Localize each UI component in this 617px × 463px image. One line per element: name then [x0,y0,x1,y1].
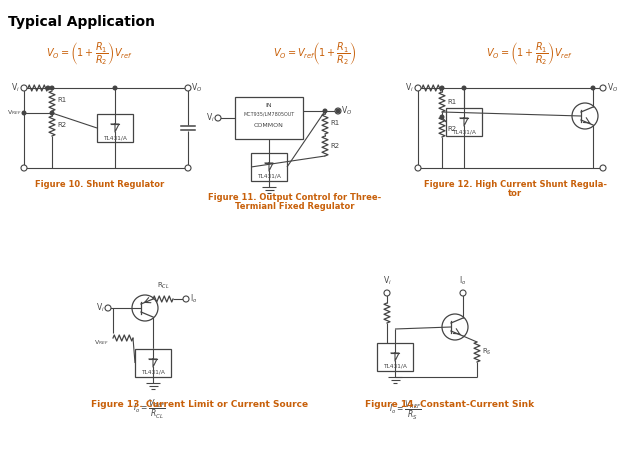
Circle shape [335,108,341,114]
Text: Figure 11. Output Control for Three-: Figure 11. Output Control for Three- [209,193,382,202]
Bar [446,108,482,136]
Text: V$_i$: V$_i$ [206,112,215,124]
Circle shape [185,165,191,171]
Text: R1: R1 [447,99,456,105]
Bar [135,349,171,377]
Text: V$_{REF}$: V$_{REF}$ [94,338,109,347]
Text: TL431/A: TL431/A [141,370,165,375]
Text: tor: tor [508,189,522,198]
Bar [377,343,413,371]
Text: V$_i$: V$_i$ [96,302,105,314]
Circle shape [21,85,27,91]
Text: V$_{REF}$: V$_{REF}$ [7,108,22,118]
Circle shape [415,85,421,91]
Circle shape [50,111,54,115]
Circle shape [336,109,340,113]
Text: Termianl Fixed Regulator: Termianl Fixed Regulator [235,202,355,211]
Text: MCT935/LM7805OUT: MCT935/LM7805OUT [243,111,295,116]
Circle shape [185,85,191,91]
Text: V$_O$: V$_O$ [607,82,617,94]
Text: V$_O$: V$_O$ [191,82,202,94]
Text: COMMON: COMMON [254,123,284,128]
Bar [251,153,287,181]
Circle shape [22,111,26,115]
Circle shape [440,115,444,119]
Text: Typical Application: Typical Application [8,15,155,29]
Text: $V_O = \left(1+\dfrac{R_1}{R_2}\right)V_{ref}$: $V_O = \left(1+\dfrac{R_1}{R_2}\right)V_… [46,40,133,67]
Text: R2: R2 [57,122,66,128]
Circle shape [183,296,189,302]
Text: I$_o$: I$_o$ [459,275,466,287]
Text: V$_O$: V$_O$ [341,105,352,117]
Text: TL431/A: TL431/A [452,129,476,134]
Text: V$_i$: V$_i$ [383,275,391,287]
Circle shape [415,165,421,171]
Text: R2: R2 [447,126,456,132]
Text: TL431/A: TL431/A [383,364,407,369]
Text: TL431/A: TL431/A [257,174,281,179]
Text: $I_o = \dfrac{V_{REF}}{R_{CL}}$: $I_o = \dfrac{V_{REF}}{R_{CL}}$ [133,398,165,421]
Text: TL431/A: TL431/A [103,135,127,140]
Text: IN: IN [266,103,272,108]
Text: R2: R2 [330,143,339,149]
Circle shape [384,290,390,296]
Text: Figure 13. Current Limit or Current Source: Figure 13. Current Limit or Current Sour… [91,400,308,409]
Bar [235,97,303,139]
Text: R1: R1 [57,97,66,103]
Circle shape [105,305,111,311]
Circle shape [21,165,27,171]
Text: Figure 14. Constant-Current Sink: Figure 14. Constant-Current Sink [365,400,534,409]
Circle shape [215,115,221,121]
Circle shape [572,103,598,129]
Circle shape [442,314,468,340]
Text: V$_i$: V$_i$ [11,82,20,94]
Circle shape [50,86,54,90]
Text: $I_o = \dfrac{V_{REF}}{R_S}$: $I_o = \dfrac{V_{REF}}{R_S}$ [389,399,421,422]
Circle shape [591,86,595,90]
Bar [97,114,133,142]
Circle shape [132,295,158,321]
Circle shape [460,290,466,296]
Text: $V_O = \left(1+\dfrac{R_1}{R_2}\right)V_{ref}$: $V_O = \left(1+\dfrac{R_1}{R_2}\right)V_… [486,40,574,67]
Text: R$_{CL}$: R$_{CL}$ [157,281,170,291]
Circle shape [440,86,444,90]
Text: I$_o$: I$_o$ [190,293,197,305]
Text: V$_i$: V$_i$ [405,82,414,94]
Text: Figure 10. Shunt Regulator: Figure 10. Shunt Regulator [35,180,165,189]
Text: R$_S$: R$_S$ [482,347,492,357]
Text: Figure 12. High Current Shunt Regula-: Figure 12. High Current Shunt Regula- [423,180,607,189]
Circle shape [600,85,606,91]
Text: $V_O = V_{ref}\!\left(1+\dfrac{R_1}{R_2}\right)$: $V_O = V_{ref}\!\left(1+\dfrac{R_1}{R_2}… [273,40,357,67]
Circle shape [113,86,117,90]
Circle shape [600,165,606,171]
Circle shape [323,109,327,113]
Text: R1: R1 [330,120,339,126]
Circle shape [462,86,466,90]
Circle shape [46,86,50,90]
